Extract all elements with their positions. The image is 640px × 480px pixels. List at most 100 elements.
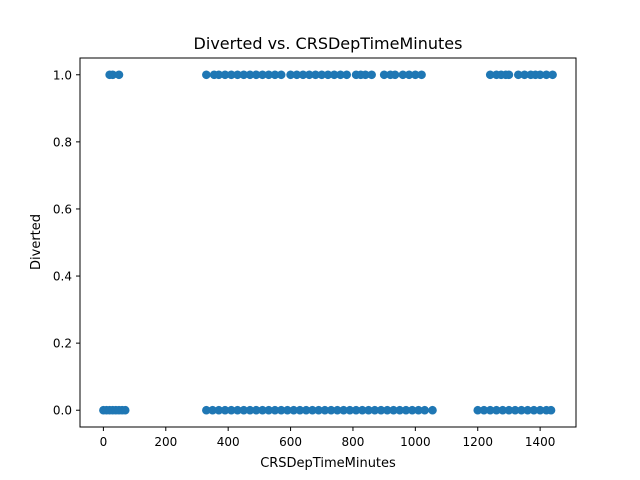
scatter-point (323, 70, 333, 80)
scatter-point (292, 70, 302, 80)
scatter-point (276, 70, 286, 80)
scatter-point (251, 70, 261, 80)
scatter-point (214, 70, 224, 80)
y-tick-label: 1.0 (53, 68, 72, 82)
y-tick-label: 0.0 (53, 404, 72, 418)
scatter-point (320, 405, 330, 415)
scatter-point (517, 405, 526, 415)
scatter-point (548, 70, 557, 80)
scatter-point (251, 405, 261, 415)
scatter-point (485, 70, 495, 80)
scatter-point (227, 70, 236, 80)
scatter-point (270, 405, 280, 415)
scatter-point (233, 405, 242, 415)
scatter-point (389, 405, 398, 415)
scatter-point (276, 405, 286, 415)
scatter-point (492, 405, 501, 415)
scatter-point (428, 405, 437, 415)
scatter-point (333, 405, 342, 415)
scatter-point (535, 70, 545, 80)
scatter-point (404, 70, 414, 80)
scatter-point (339, 405, 348, 415)
y-axis-ticks: 0.0 0.2 0.4 0.6 0.8 1.0 (53, 68, 80, 418)
scatter-point (395, 405, 405, 415)
scatter-point (398, 70, 408, 80)
scatter-point (258, 70, 267, 80)
scatter-point (264, 405, 274, 415)
x-tick-label: 600 (279, 435, 302, 449)
scatter-point (498, 405, 507, 415)
scatter-point (420, 405, 430, 415)
scatter-point (361, 70, 370, 80)
scatter-point (258, 405, 267, 415)
scatter-point (370, 405, 380, 415)
scatter-point (326, 405, 336, 415)
scatter-point (295, 405, 305, 415)
x-tick-label: 200 (154, 435, 177, 449)
scatter-point (382, 405, 392, 415)
scatter-point (245, 405, 255, 415)
scatter-point (485, 405, 495, 415)
scatter-point (542, 70, 551, 80)
scatter-point (364, 405, 373, 415)
scatter-point (289, 405, 298, 415)
x-tick-label: 1400 (525, 435, 556, 449)
scatter-point (504, 70, 514, 80)
scatter-point (390, 70, 400, 80)
scatter-point (523, 405, 532, 415)
scatter-point (245, 70, 255, 80)
y-tick-label: 0.2 (53, 337, 72, 351)
scatter-point (407, 405, 417, 415)
scatter-point (510, 405, 520, 415)
scatter-point (233, 70, 242, 80)
scatter-point (473, 405, 483, 415)
y-axis-label: Diverted (29, 214, 44, 270)
scatter-point (208, 405, 217, 415)
plot-area-frame (79, 57, 577, 428)
y-tick-label: 0.8 (53, 135, 72, 149)
scatter-point (239, 70, 249, 80)
scatter-point (342, 70, 352, 80)
scatter-point (317, 70, 327, 80)
scatter-point (479, 405, 489, 415)
scatter-point (114, 70, 124, 80)
scatter-point (376, 405, 386, 415)
scatter-point (264, 70, 274, 80)
scatter-point (504, 405, 514, 415)
scatter-point (351, 405, 361, 415)
y-tick-label: 0.4 (53, 270, 72, 284)
x-tick-label: 0 (100, 435, 108, 449)
chart-title: Diverted vs. CRSDepTimeMinutes (194, 34, 463, 53)
scatter-point (227, 405, 236, 415)
scatter-point (108, 70, 118, 80)
x-tick-label: 400 (217, 435, 240, 449)
scatter-point (345, 405, 355, 415)
scatter-point (308, 405, 317, 415)
scatter-point (270, 70, 280, 80)
scatter-point (301, 405, 311, 415)
scatter-point (411, 70, 420, 80)
scatter-point (414, 405, 423, 415)
scatter-point (298, 70, 308, 80)
y-tick-label: 0.6 (53, 202, 72, 216)
scatter-point (358, 405, 367, 415)
scatter-point (379, 70, 389, 80)
scatter-point (529, 405, 539, 415)
scatter-point (239, 405, 249, 415)
scatter-point (546, 405, 556, 415)
scatter-point (220, 405, 230, 415)
scatter-point (401, 405, 411, 415)
x-axis-ticks: 0 200 400 600 800 1000 1200 1400 (100, 427, 556, 449)
scatter-point (417, 70, 426, 80)
scatter-point (286, 70, 295, 80)
scatter-point (329, 70, 339, 80)
scatter-point (336, 70, 345, 80)
scatter-point (513, 70, 523, 80)
scatter-point (220, 70, 230, 80)
scatter-point (304, 70, 314, 80)
scatter-point (311, 70, 320, 80)
x-tick-label: 1200 (462, 435, 493, 449)
